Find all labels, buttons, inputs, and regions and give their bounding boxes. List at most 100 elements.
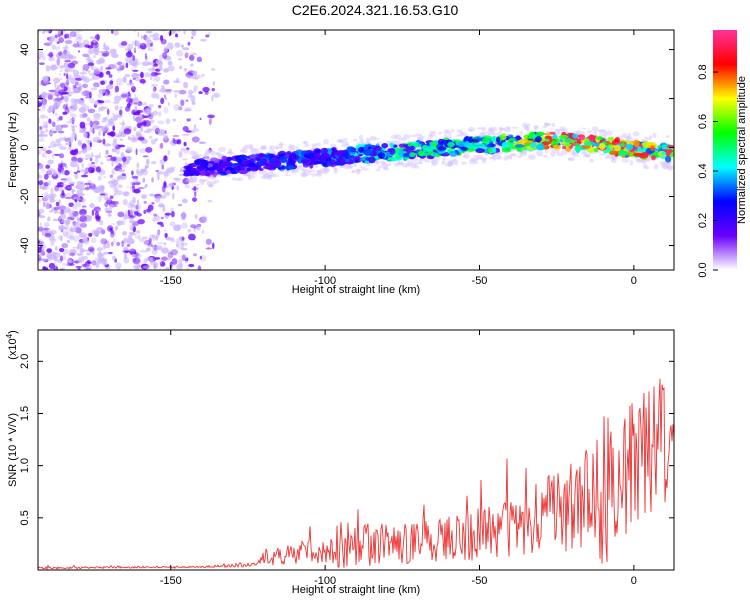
heatmap-noise-cell (126, 82, 135, 86)
heatmap-noise-cell (190, 52, 198, 56)
heatmap-halo-cell (416, 135, 425, 140)
heatmap-halo-cell (516, 155, 523, 158)
heatmap-noise-cell (130, 137, 138, 143)
heatmap-noise-cell (185, 130, 192, 133)
heatmap-noise-cell (115, 158, 121, 165)
heatmap-noise-cell (60, 77, 63, 81)
heatmap-noise-cell (102, 71, 107, 74)
heatmap-noise-cell (155, 236, 159, 241)
heatmap-noise-cell (77, 267, 81, 270)
heatmap-noise-cell (127, 209, 131, 217)
heatmap-ridge-cell (314, 152, 321, 159)
heatmap-noise-cell (89, 120, 93, 128)
heatmap-noise-cell (97, 196, 102, 203)
heatmap-halo-cell (447, 161, 455, 166)
heatmap-noise-cell (146, 247, 151, 252)
heatmap-noise-cell (44, 195, 51, 200)
heatmap-noise-cell (184, 67, 187, 72)
heatmap-noise-cell (180, 212, 187, 219)
heatmap-noise-cell (78, 232, 85, 239)
heatmap-noise-cell (88, 72, 97, 76)
heatmap-noise-cell (125, 51, 133, 58)
heatmap-noise-cell (63, 170, 70, 176)
heatmap-noise-cell (67, 186, 70, 190)
heatmap-noise-cell (91, 209, 95, 217)
heatmap-halo-cell (365, 137, 371, 143)
heatmap-noise-cell (48, 89, 56, 93)
heatmap-noise-cell (117, 211, 125, 218)
heatmap-halo-cell (528, 154, 536, 160)
heatmap-ridge-cell (389, 142, 394, 148)
heatmap-noise-cell (69, 105, 77, 112)
heatmap-noise-cell (200, 38, 207, 42)
heatmap-ridge-cell (564, 138, 574, 144)
heatmap-noise-cell (135, 40, 140, 46)
heatmap-noise-cell (132, 204, 136, 208)
heatmap-halo-cell (470, 157, 478, 161)
heatmap-noise-cell (185, 260, 188, 264)
heatmap-noise-cell (39, 62, 45, 65)
heatmap-noise-cell (42, 124, 48, 129)
heatmap-noise-cell (79, 121, 86, 129)
heatmap-halo-cell (300, 171, 306, 178)
heatmap-noise-cell (112, 141, 118, 148)
heatmap-noise-cell (122, 199, 128, 206)
heatmap-halo-cell (550, 147, 554, 151)
heatmap-noise-cell (76, 217, 81, 222)
heatmap-halo-cell (227, 150, 233, 155)
heatmap-noise-cell (64, 220, 70, 226)
heatmap-noise-cell (112, 255, 116, 261)
heatmap-noise-cell (186, 267, 190, 270)
heatmap-noise-cell (191, 30, 197, 37)
heatmap-noise-cell (135, 148, 138, 156)
heatmap-ridge-cell (322, 161, 328, 166)
heatmap-noise-cell (209, 116, 213, 124)
heatmap-noise-cell (135, 204, 139, 210)
heatmap-noise-cell (129, 203, 133, 209)
x-tick-label: -150 (160, 575, 182, 587)
heatmap-noise-cell (155, 214, 161, 222)
heatmap-noise-cell (107, 213, 112, 217)
heatmap-noise-cell (49, 196, 53, 204)
heatmap-noise-cell (177, 58, 182, 61)
heatmap-noise-cell (178, 150, 183, 158)
heatmap-noise-cell (141, 61, 150, 67)
heatmap-noise-cell (110, 231, 115, 238)
heatmap-noise-cell (49, 64, 58, 71)
heatmap-noise-cell (92, 45, 96, 49)
heatmap-noise-cell (65, 192, 72, 198)
heatmap-noise-cell (62, 267, 66, 270)
heatmap-noise-cell (201, 229, 205, 235)
heatmap-noise-cell (55, 138, 61, 145)
heatmap-noise-cell (89, 91, 92, 99)
heatmap-noise-cell (48, 51, 54, 58)
heatmap-noise-cell (70, 251, 76, 258)
heatmap-halo-cell (463, 155, 467, 159)
heatmap-noise-cell (38, 258, 45, 262)
heatmap-ridge-cell (195, 169, 200, 177)
heatmap-ridge-cell (486, 143, 496, 148)
heatmap-noise-cell (71, 60, 79, 65)
heatmap-halo-cell (586, 130, 593, 134)
heatmap-noise-cell (59, 153, 65, 159)
heatmap-noise-cell (47, 94, 53, 100)
heatmap-noise-cell (95, 155, 101, 159)
heatmap-noise-cell (143, 115, 149, 119)
heatmap-halo-cell (234, 178, 241, 181)
heatmap-ridge-cell (596, 136, 604, 141)
heatmap-ridge-cell (397, 149, 405, 157)
heatmap-noise-cell (81, 237, 88, 244)
heatmap-noise-cell (158, 143, 164, 149)
heatmap-noise-cell (196, 224, 201, 231)
heatmap-noise-cell (79, 71, 87, 75)
heatmap-noise-cell (124, 105, 131, 112)
heatmap-noise-cell (113, 65, 117, 69)
heatmap-halo-cell (268, 150, 276, 155)
heatmap-noise-cell (122, 76, 127, 83)
heatmap-noise-cell (85, 138, 88, 143)
heatmap-noise-cell (115, 134, 123, 138)
heatmap-noise-cell (38, 260, 41, 264)
heatmap-noise-cell (89, 183, 96, 190)
heatmap-ridge-cell (247, 158, 256, 164)
heatmap-noise-cell (94, 157, 99, 164)
